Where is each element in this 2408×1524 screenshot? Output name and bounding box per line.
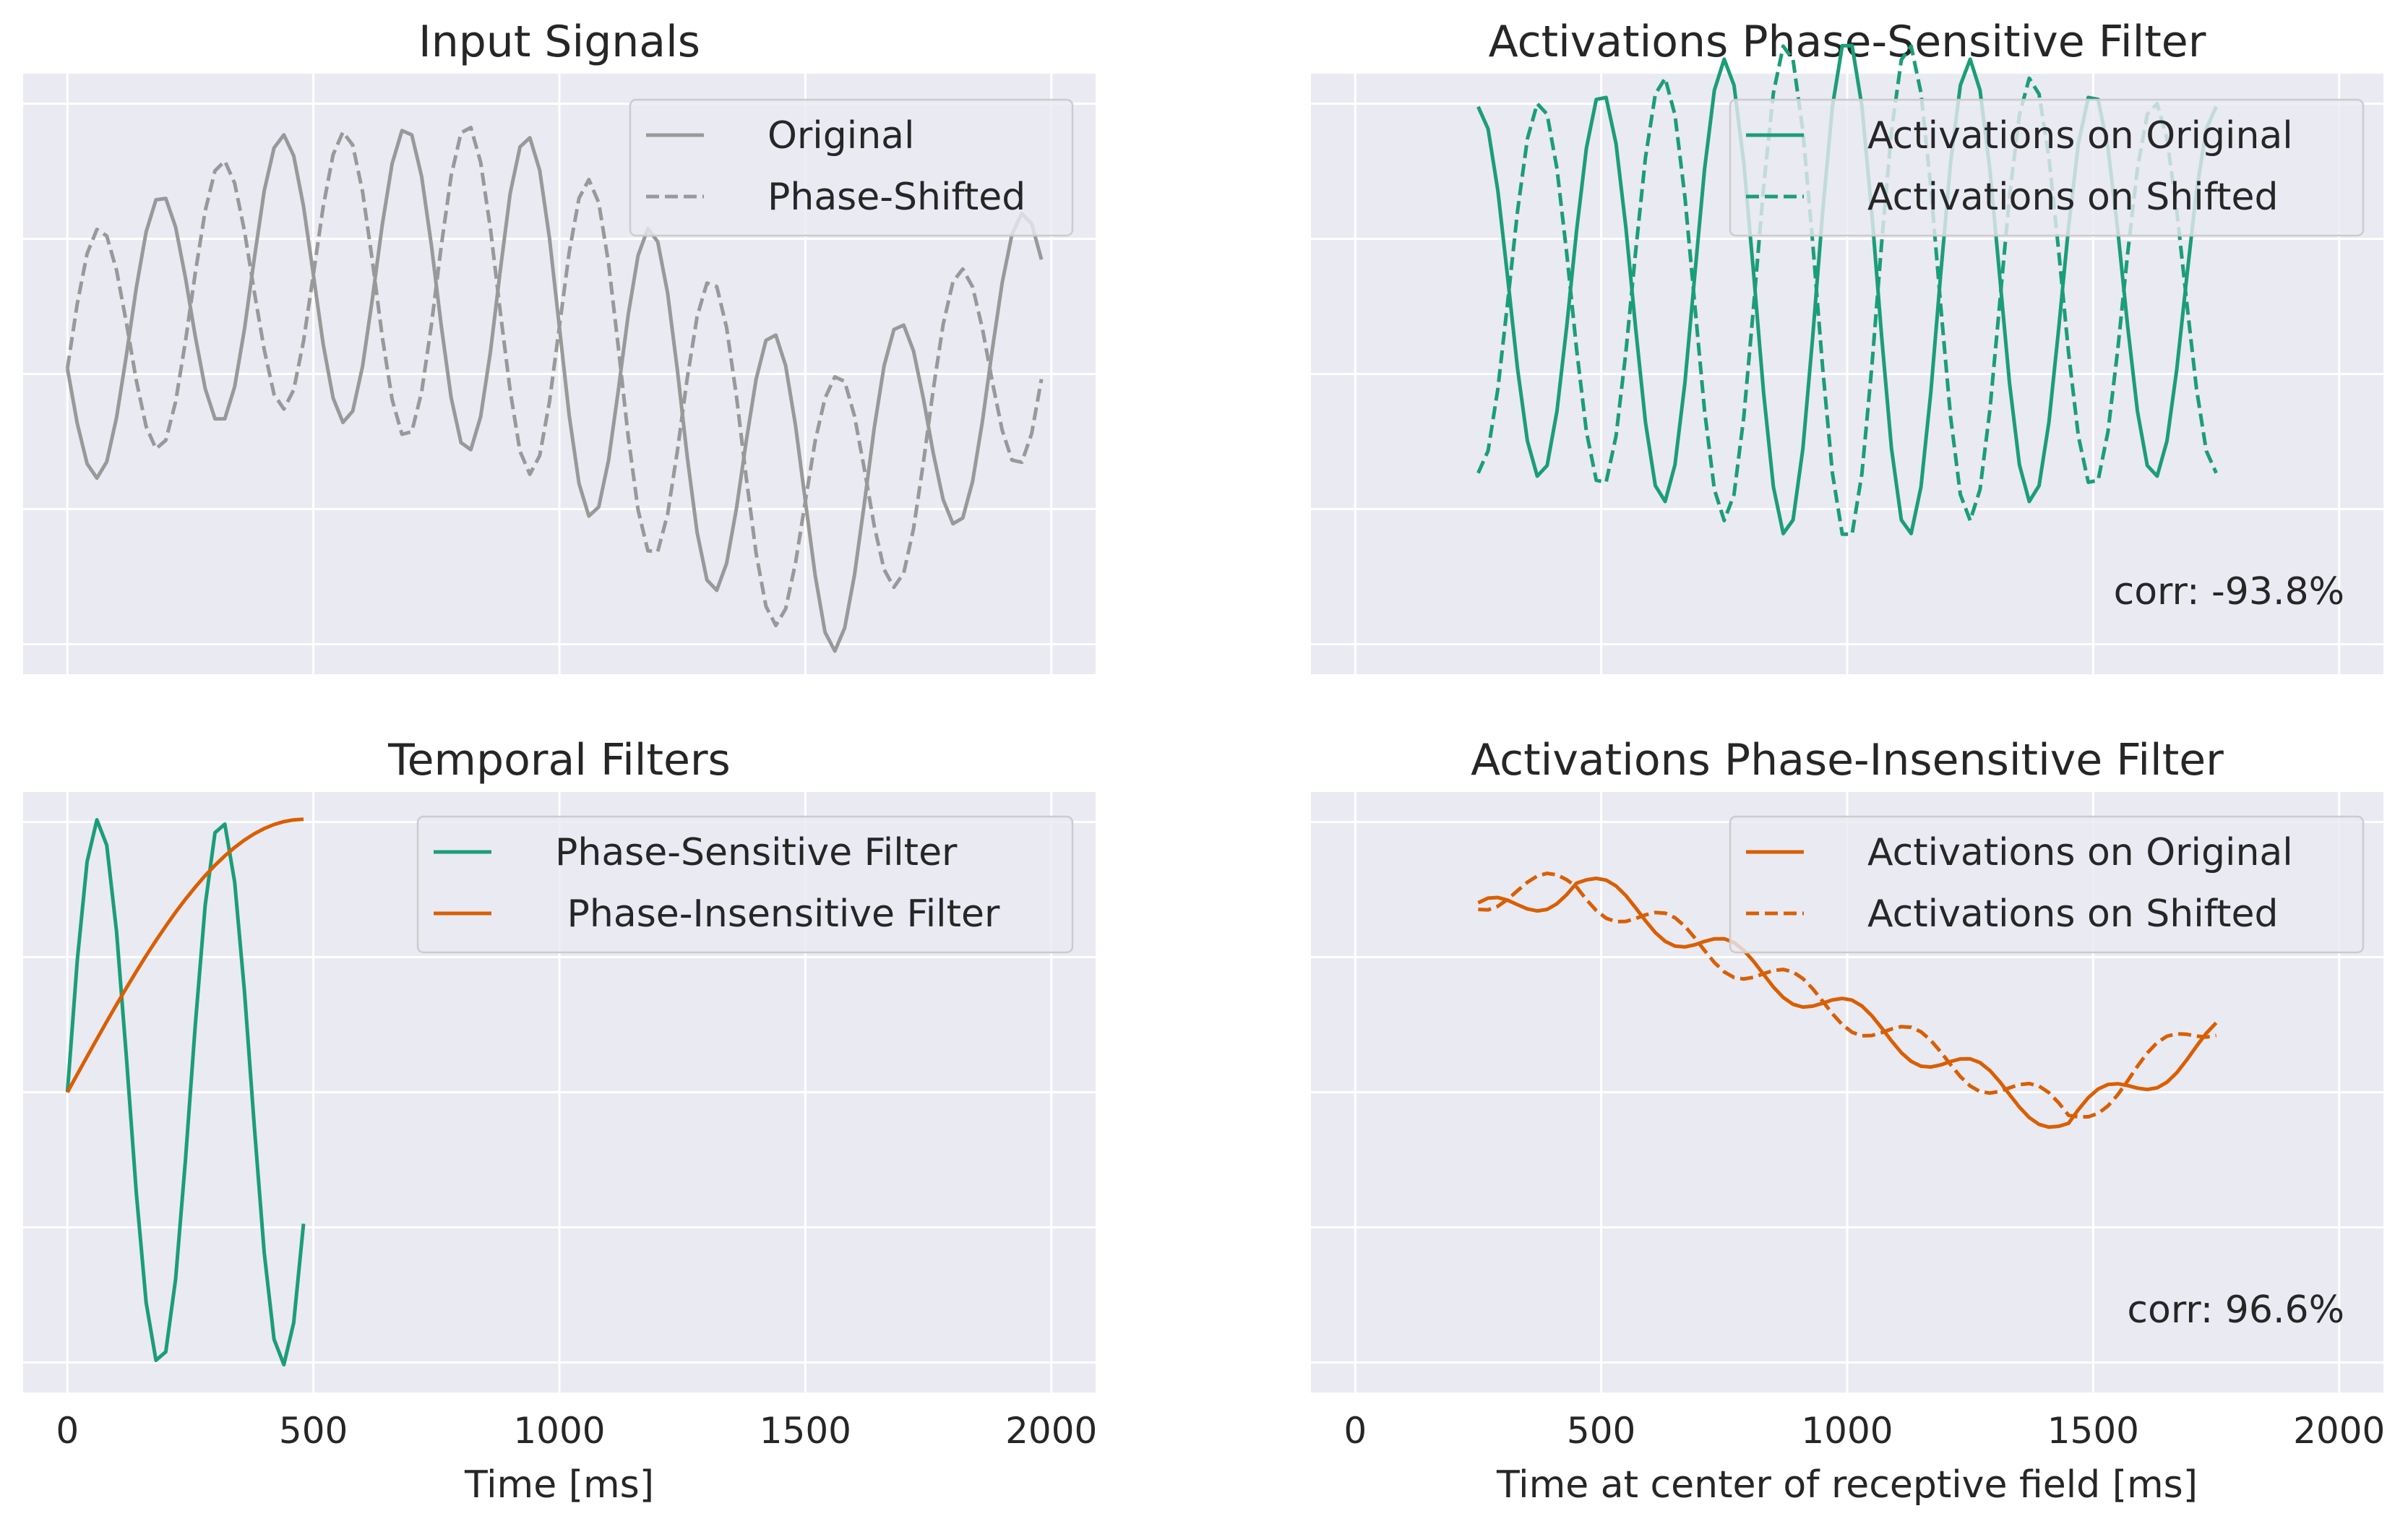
legend-entry-original: Activations on Original bbox=[1867, 114, 2293, 158]
panel-input-signals: Input Signals Original Phase-Shifted bbox=[23, 17, 1096, 674]
legend-frame bbox=[629, 98, 1074, 237]
legend: Activations on Original Activations on S… bbox=[1729, 98, 2365, 237]
x-tick-label: 1000 bbox=[513, 1410, 605, 1452]
x-tick-label: 1500 bbox=[2047, 1410, 2139, 1452]
series-line-phase-shifted bbox=[65, 125, 1044, 628]
series-line-activations-on-original bbox=[1476, 43, 2218, 535]
panel-phase-insensitive-activations: Activations Phase-Insensitive Filter Act… bbox=[1311, 735, 2385, 1507]
chart-title: Input Signals bbox=[418, 17, 700, 67]
x-tick-label: 1500 bbox=[760, 1410, 851, 1452]
series-line-activations-on-shifted bbox=[1478, 871, 2216, 1119]
legend-entry-shifted: Activations on Shifted bbox=[1867, 892, 2278, 936]
panel-temporal-filters: Temporal Filters Phase-Sensitive Filter … bbox=[23, 735, 1097, 1507]
plot-area bbox=[65, 125, 1044, 653]
panel-phase-sensitive-activations: Activations Phase-Sensitive Filter Activ… bbox=[1311, 17, 2383, 674]
x-tick-label: 1000 bbox=[1801, 1410, 1893, 1452]
x-axis-label: Time at center of receptive field [ms] bbox=[1496, 1463, 2198, 1507]
x-tick-label: 2000 bbox=[2293, 1410, 2385, 1452]
legend-entry-shifted: Activations on Shifted bbox=[1867, 176, 2278, 219]
plot-area bbox=[65, 817, 306, 1366]
x-tick-label: 0 bbox=[1343, 1410, 1367, 1452]
legend-frame bbox=[1729, 98, 2365, 237]
series-line-activations-on-original bbox=[1477, 877, 2218, 1129]
legend-entry-phase-shifted: Phase-Shifted bbox=[767, 176, 1025, 219]
chart-title: Activations Phase-Insensitive Filter bbox=[1471, 735, 2224, 785]
legend-entry-original: Activations on Original bbox=[1867, 831, 2293, 874]
legend-frame bbox=[416, 815, 1074, 954]
legend: Phase-Sensitive Filter Phase-Insensitive… bbox=[416, 815, 1074, 954]
legend: Original Phase-Shifted bbox=[629, 98, 1074, 237]
legend-entry-phase-insensitive: Phase-Insensitive Filter bbox=[555, 892, 1000, 936]
series-line-phase-sensitive-filter bbox=[65, 818, 306, 1366]
legend-entry-phase-sensitive: Phase-Sensitive Filter bbox=[555, 831, 958, 874]
legend-frame bbox=[1729, 815, 2365, 954]
series-line-phase-insensitive-filter bbox=[66, 817, 304, 1093]
x-tick-label: 0 bbox=[56, 1410, 79, 1452]
x-tick-labels: 0 500 1000 1500 2000 bbox=[1343, 1410, 2385, 1452]
plot-area bbox=[1476, 43, 2218, 536]
series-line-activations-on-shifted bbox=[1476, 44, 2218, 536]
legend-entry-original: Original bbox=[767, 114, 914, 158]
chart-title: Temporal Filters bbox=[387, 735, 731, 785]
series-line-original bbox=[65, 129, 1044, 653]
correlation-annotation: corr: -93.8% bbox=[2114, 570, 2344, 614]
x-tick-label: 500 bbox=[1567, 1410, 1635, 1452]
x-tick-labels: 0 500 1000 1500 2000 bbox=[56, 1410, 1097, 1452]
x-tick-label: 2000 bbox=[1005, 1410, 1097, 1452]
x-axis-label: Time [ms] bbox=[464, 1463, 654, 1507]
plot-area bbox=[1477, 871, 2218, 1129]
chart-title: Activations Phase-Sensitive Filter bbox=[1489, 17, 2206, 67]
legend: Activations on Original Activations on S… bbox=[1729, 815, 2365, 954]
x-tick-label: 500 bbox=[279, 1410, 348, 1452]
correlation-annotation: corr: 96.6% bbox=[2127, 1288, 2344, 1332]
